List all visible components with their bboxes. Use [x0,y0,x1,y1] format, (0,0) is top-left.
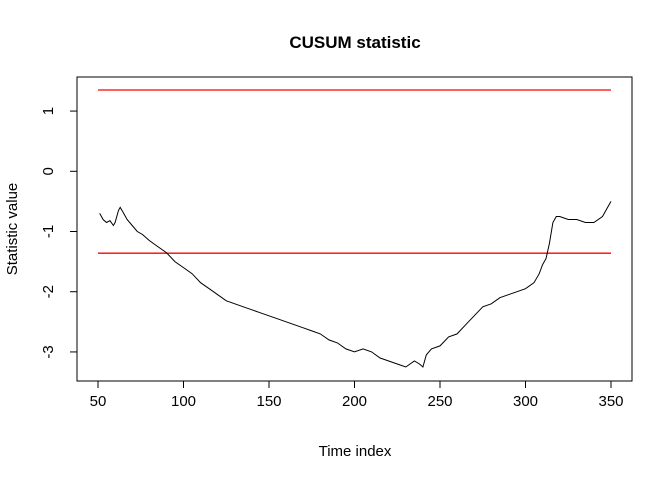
y-tick-label: -2 [40,285,57,298]
x-tick-label: 200 [342,393,367,410]
x-axis-label: Time index [319,443,392,460]
x-tick-label: 300 [513,393,538,410]
y-tick-label: 1 [40,107,57,115]
series-group [99,201,612,368]
x-tick-label: 150 [256,393,281,410]
y-axis: 1 0 -1 -2 -3 [40,107,78,359]
x-tick-label: 250 [427,393,452,410]
y-tick-label: -1 [40,225,57,238]
x-tick-label: 100 [171,393,196,410]
reference-lines [98,89,611,254]
x-axis: 50 100 150 200 250 300 350 [90,380,624,410]
y-axis-label: Statistic value [4,183,21,276]
plot-frame [76,76,633,382]
x-tick-label: 350 [598,393,623,410]
x-tick-label: 50 [90,393,107,410]
y-tick-label: -3 [40,345,57,358]
y-tick-label: 0 [40,167,57,175]
chart-title: CUSUM statistic [289,33,420,52]
series-line-0 [99,201,612,368]
